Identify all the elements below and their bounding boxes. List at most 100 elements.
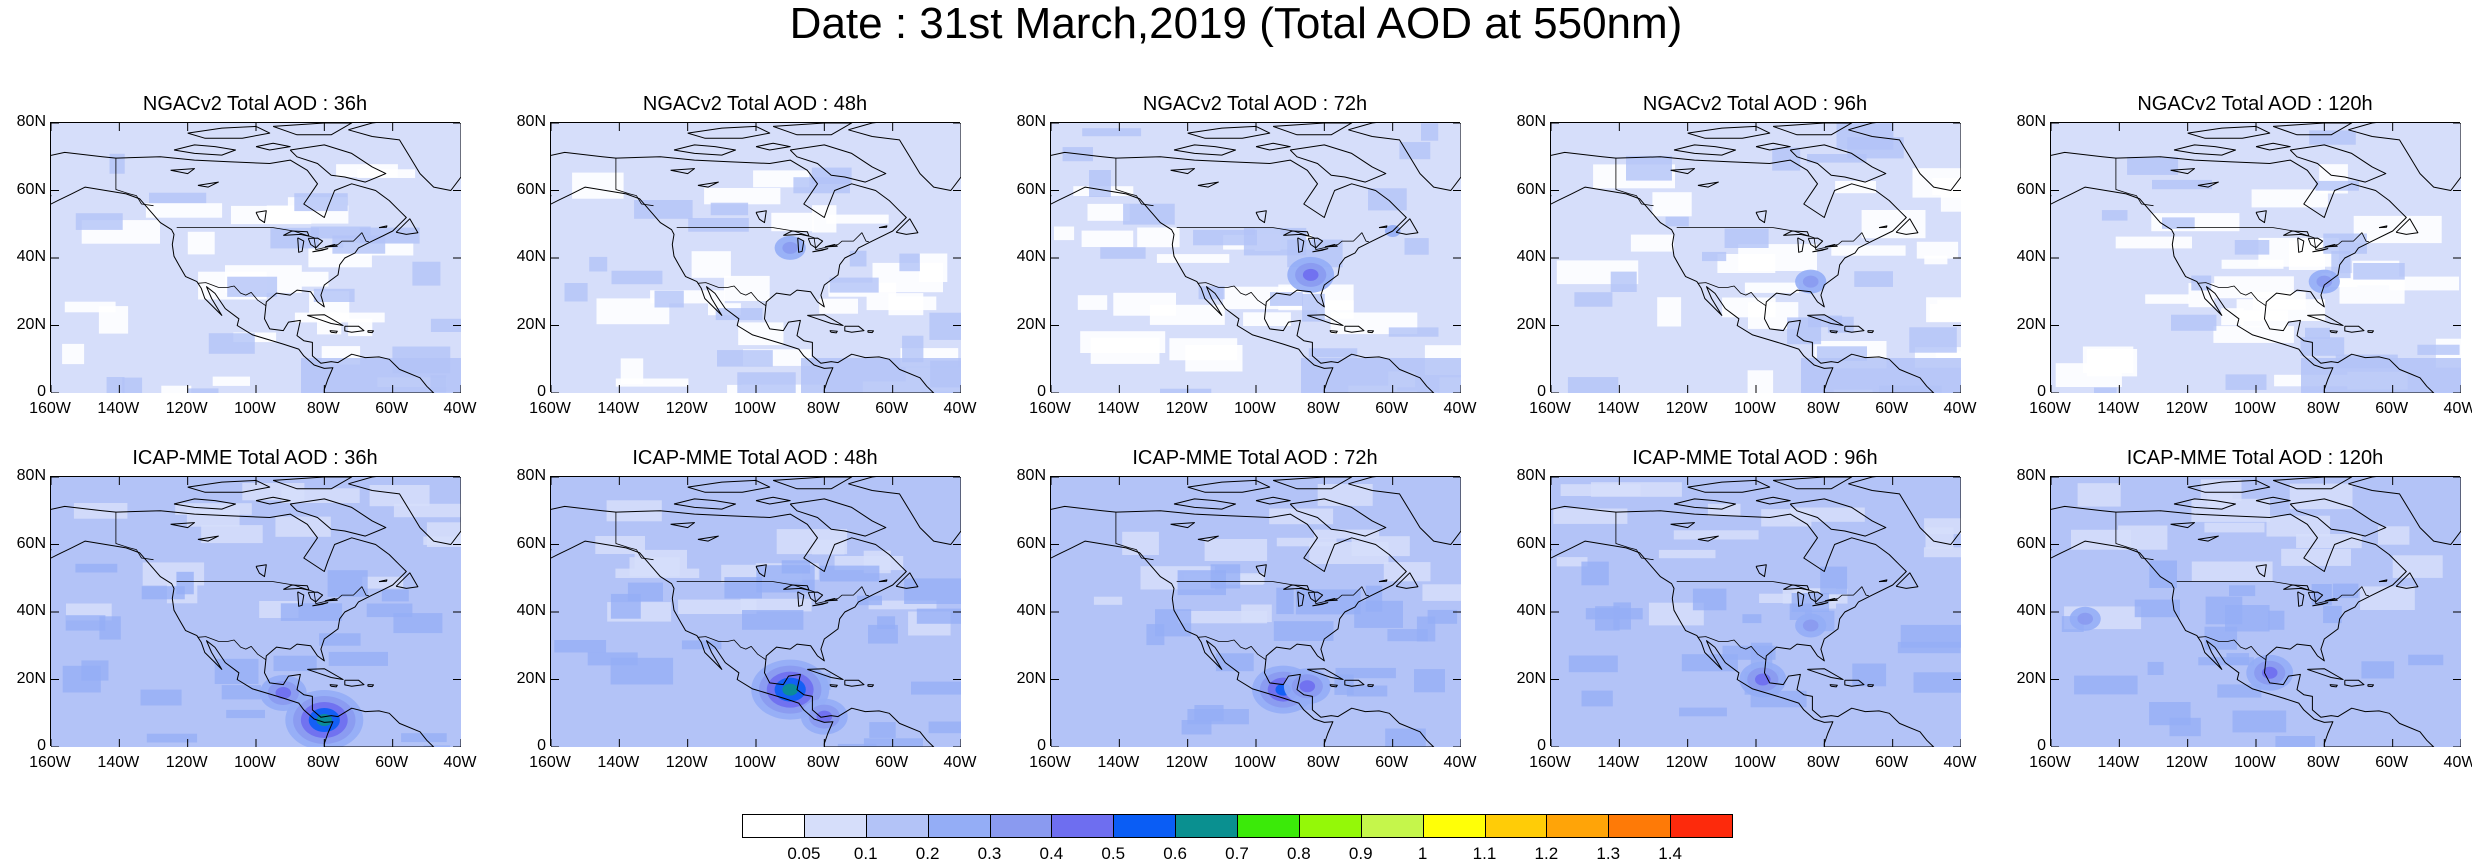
coastline-baffin-island — [789, 144, 887, 183]
island-outline — [2395, 218, 2419, 235]
lake-outline — [1697, 181, 1719, 188]
island-outline — [1378, 225, 1388, 229]
lake-outline — [2255, 564, 2267, 578]
low-aod-patch — [1269, 508, 1334, 525]
island-outline — [344, 679, 365, 687]
colorbar-label: 0.9 — [1348, 844, 1373, 863]
lake-outline — [1755, 564, 1767, 578]
us-canada-border — [1676, 581, 1869, 604]
aod-patch — [412, 261, 441, 286]
latitude-label: 0 — [1537, 737, 1546, 754]
coastline-baffin-island — [289, 498, 387, 537]
lake-outline — [2307, 237, 2324, 249]
island-outline — [2272, 123, 2353, 136]
aod-patch — [1581, 561, 1609, 586]
low-aod-patch — [1122, 531, 1159, 555]
us-mexico-border — [1697, 636, 1766, 660]
aod-patch — [1742, 614, 1762, 624]
coastline — [51, 151, 435, 393]
us-canada-border — [1176, 227, 1369, 250]
coastline-baffin-island — [1789, 144, 1887, 183]
low-aod-patch — [2389, 276, 2459, 291]
longitude-label: 60W — [2375, 400, 2409, 417]
coastline-baffin-island — [1289, 498, 1387, 537]
island-outline — [2395, 572, 2419, 589]
latitude-label: 40N — [16, 248, 46, 265]
aod-patch — [654, 290, 684, 308]
us-canada-border — [176, 227, 369, 250]
island-outline — [272, 123, 353, 136]
low-aod-patch — [62, 343, 85, 365]
longitude-label: 120W — [1665, 400, 1708, 417]
low-aod-patch — [1422, 584, 1461, 601]
latitude-label: 80N — [1016, 113, 1046, 130]
longitude-label: 60W — [1375, 754, 1409, 771]
map-panel: ICAP-MME Total AOD : 48h 80N 60N 40N 20N 0 160… — [517, 446, 977, 776]
island-outline — [878, 225, 888, 229]
latitude-label: 60N — [516, 180, 546, 198]
colorbar-label: 0.6 — [1163, 844, 1187, 863]
lake-outline — [1670, 522, 1695, 529]
island-outline — [1673, 144, 1736, 156]
colorbar-label: 0.2 — [915, 844, 940, 863]
low-aod-patch — [738, 322, 784, 346]
aod-patch — [273, 655, 317, 672]
island-outline — [1344, 679, 1365, 687]
latitude-label: 0 — [537, 737, 546, 754]
latitude-label: 60N — [2016, 180, 2046, 198]
low-aod-patch — [2213, 326, 2294, 343]
aod-patch — [1399, 142, 1431, 160]
low-aod-patch — [572, 172, 624, 199]
longitude-label: 160W — [2029, 400, 2071, 417]
aod-patch — [1897, 641, 1961, 654]
lake-outline — [2197, 181, 2219, 188]
latitude-label: 20N — [1016, 315, 1046, 333]
low-aod-patch — [1744, 282, 1800, 293]
lake-outline — [807, 237, 824, 249]
latitude-label: 0 — [1037, 383, 1046, 400]
aod-patch — [1414, 669, 1445, 693]
latitude-label: 20N — [516, 669, 546, 687]
island-outline — [1895, 572, 1919, 589]
us-mexico-border — [1197, 282, 1266, 306]
island-outline — [395, 218, 419, 235]
coastline-greenland — [1348, 477, 1461, 545]
low-aod-patch — [1590, 482, 1682, 497]
coastline-greenland — [848, 477, 961, 545]
island-outline — [2367, 330, 2374, 334]
longitude-label: 120W — [165, 754, 208, 771]
longitude-label: 80W — [306, 754, 340, 771]
longitude-label: 120W — [2165, 400, 2208, 417]
longitude-label: 100W — [234, 754, 276, 771]
lake-outline — [1297, 237, 1305, 253]
us-mexico-border — [2197, 636, 2266, 660]
aod-patch — [724, 577, 762, 599]
island-outline — [367, 330, 374, 334]
latitude-label: 80N — [516, 113, 546, 130]
colorbar: 0.05 0.1 0.2 0.3 0.4 0.5 0.6 0.7 0.8 0.9 1 1.1 1.2 1.… — [742, 814, 1733, 863]
island-outline — [1772, 477, 1853, 490]
longitude-label: 40W — [443, 754, 477, 771]
aod-patch — [2101, 210, 2128, 221]
alaska-border — [2115, 158, 2154, 207]
low-aod-patch — [1657, 297, 1682, 327]
colorbar-swatch — [1051, 814, 1115, 838]
aod-patch — [710, 202, 749, 216]
island-outline — [272, 477, 353, 490]
longitude-label: 40W — [943, 400, 977, 417]
longitude-label: 120W — [1165, 400, 1208, 417]
latitude-label: 80N — [1016, 467, 1046, 484]
low-aod-patch — [1925, 527, 1954, 549]
lake-outline — [312, 602, 329, 607]
low-aod-patch — [2288, 240, 2325, 270]
longitude-label: 60W — [1375, 400, 1409, 417]
aod-patch — [2134, 599, 2180, 618]
map-panel: ICAP-MME Total AOD : 72h 80N 60N 40N 20N 0 160… — [1017, 446, 1477, 776]
aod-hotspot — [275, 687, 292, 699]
lake-outline — [312, 248, 329, 253]
colorbar-swatch — [989, 814, 1053, 838]
low-aod-patch — [1861, 210, 1926, 239]
lake-outline — [1312, 248, 1329, 253]
longitude-label: 160W — [1029, 754, 1071, 771]
lake-outline — [307, 237, 324, 249]
